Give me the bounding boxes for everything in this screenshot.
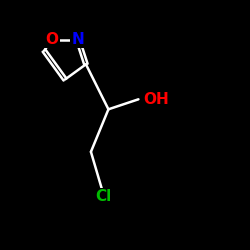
Text: Cl: Cl xyxy=(95,189,112,204)
Text: N: N xyxy=(72,32,84,47)
Text: OH: OH xyxy=(144,92,169,107)
Text: O: O xyxy=(46,32,59,47)
